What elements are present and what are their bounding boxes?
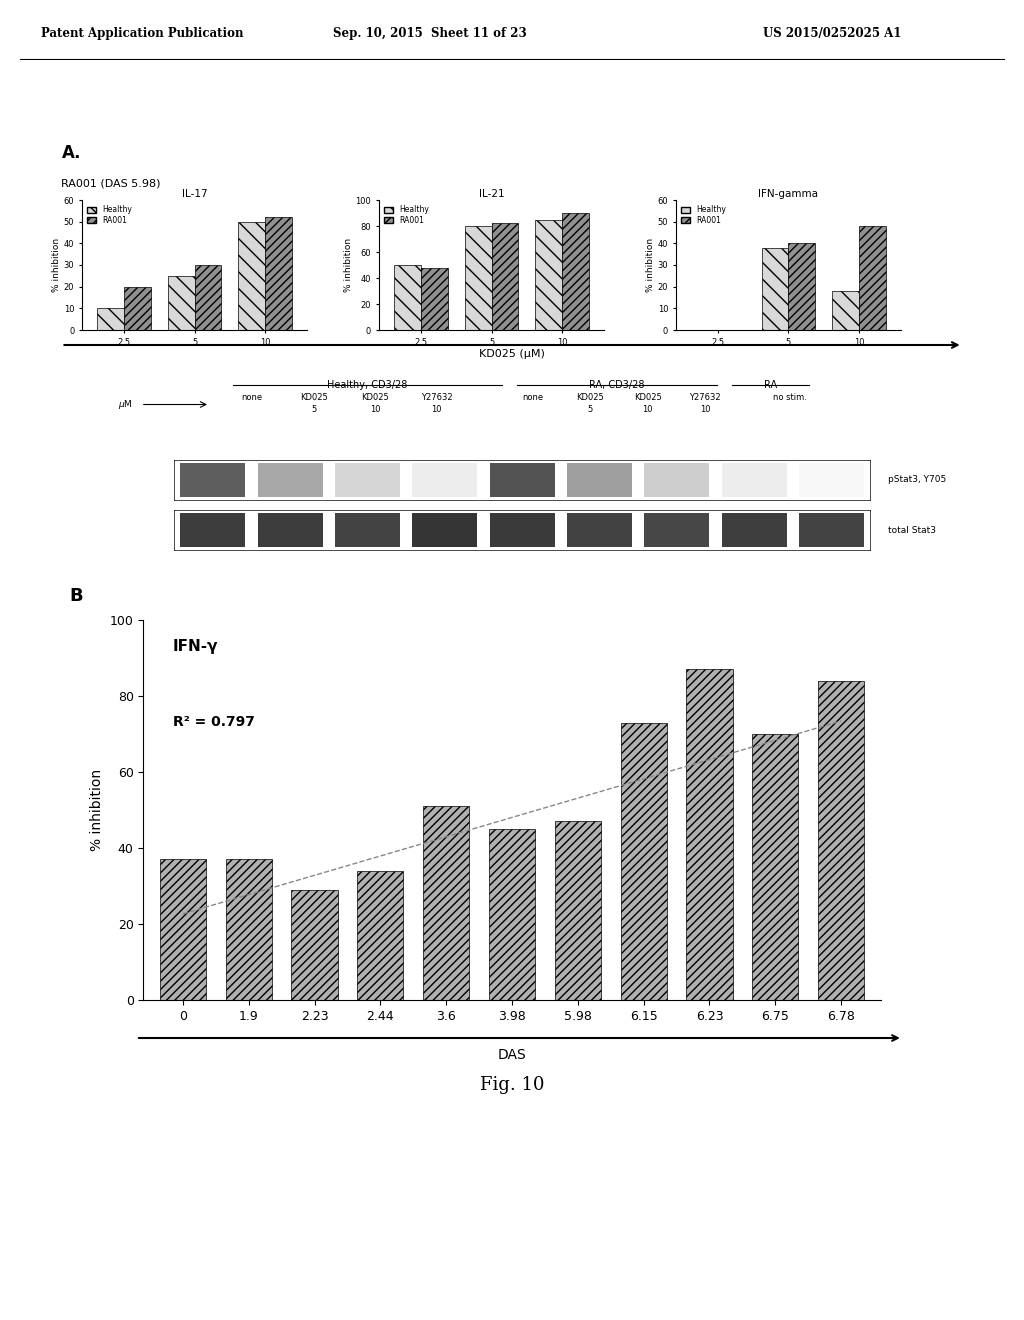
- Legend: Healthy, RA001: Healthy, RA001: [86, 203, 134, 227]
- Bar: [97, 309, 124, 330]
- Y-axis label: % inhibition: % inhibition: [52, 238, 60, 292]
- Bar: [562, 213, 589, 330]
- Bar: [258, 513, 323, 546]
- Text: Y27632: Y27632: [421, 393, 453, 403]
- Text: pStat3, Y705: pStat3, Y705: [888, 475, 946, 484]
- Text: Y27632: Y27632: [689, 393, 721, 403]
- Text: KD025: KD025: [577, 393, 604, 403]
- Bar: [818, 681, 864, 1001]
- Bar: [762, 248, 788, 330]
- Title: IL-21: IL-21: [478, 189, 505, 199]
- Y-axis label: % inhibition: % inhibition: [90, 770, 104, 851]
- Text: 5: 5: [588, 405, 593, 414]
- Y-axis label: % inhibition: % inhibition: [344, 238, 352, 292]
- Bar: [489, 829, 536, 1001]
- Bar: [265, 218, 292, 330]
- Text: 10: 10: [642, 405, 653, 414]
- Bar: [567, 513, 632, 546]
- Text: B: B: [70, 587, 83, 605]
- Bar: [357, 871, 403, 1001]
- Text: Healthy, CD3/28: Healthy, CD3/28: [328, 380, 408, 389]
- Bar: [492, 223, 518, 330]
- Text: RA001 (DAS 5.98): RA001 (DAS 5.98): [61, 180, 161, 189]
- Y-axis label: % inhibition: % inhibition: [646, 238, 654, 292]
- Text: 10: 10: [700, 405, 711, 414]
- Bar: [413, 513, 477, 546]
- Text: Patent Application Publication: Patent Application Publication: [41, 26, 244, 40]
- Bar: [335, 513, 400, 546]
- Text: $\mu$M: $\mu$M: [118, 399, 132, 411]
- Text: US 2015/0252025 A1: US 2015/0252025 A1: [763, 26, 901, 40]
- Bar: [644, 513, 710, 546]
- Bar: [788, 243, 815, 330]
- Text: KD025: KD025: [361, 393, 389, 403]
- Text: none: none: [242, 393, 263, 403]
- Bar: [489, 463, 555, 496]
- Bar: [555, 821, 601, 1001]
- Text: R² = 0.797: R² = 0.797: [173, 715, 255, 729]
- Text: Sep. 10, 2015  Sheet 11 of 23: Sep. 10, 2015 Sheet 11 of 23: [333, 26, 527, 40]
- Text: 10: 10: [370, 405, 380, 414]
- Bar: [124, 286, 151, 330]
- Bar: [225, 859, 271, 1001]
- Legend: Healthy, RA001: Healthy, RA001: [680, 203, 728, 227]
- Bar: [567, 463, 632, 496]
- Bar: [413, 463, 477, 496]
- Bar: [465, 226, 492, 330]
- Text: total Stat3: total Stat3: [888, 525, 936, 535]
- Text: KD025: KD025: [634, 393, 662, 403]
- Legend: Healthy, RA001: Healthy, RA001: [383, 203, 431, 227]
- Bar: [180, 463, 246, 496]
- Text: IFN-γ: IFN-γ: [173, 639, 218, 653]
- Text: none: none: [522, 393, 543, 403]
- Bar: [722, 463, 786, 496]
- Bar: [394, 265, 421, 330]
- Text: A.: A.: [61, 144, 81, 161]
- Bar: [423, 807, 469, 1001]
- Bar: [621, 722, 667, 1001]
- Bar: [799, 463, 864, 496]
- Bar: [833, 290, 859, 330]
- Bar: [195, 265, 221, 330]
- Bar: [168, 276, 195, 330]
- Bar: [722, 513, 786, 546]
- Bar: [239, 222, 265, 330]
- Text: 5: 5: [311, 405, 316, 414]
- Text: no stim.: no stim.: [773, 393, 807, 403]
- Text: Fig. 10: Fig. 10: [480, 1076, 544, 1094]
- Bar: [536, 219, 562, 330]
- Text: RA: RA: [764, 380, 777, 389]
- Text: RA, CD3/28: RA, CD3/28: [589, 380, 645, 389]
- Bar: [753, 734, 799, 1001]
- Text: KD025 (μM): KD025 (μM): [479, 348, 545, 359]
- Bar: [421, 268, 447, 330]
- Bar: [644, 463, 710, 496]
- Bar: [180, 513, 246, 546]
- Text: 10: 10: [431, 405, 441, 414]
- Title: IFN-gamma: IFN-gamma: [759, 189, 818, 199]
- Bar: [686, 669, 732, 1001]
- Bar: [859, 226, 886, 330]
- Bar: [292, 890, 338, 1001]
- Bar: [489, 513, 555, 546]
- Title: IL-17: IL-17: [181, 189, 208, 199]
- X-axis label: DAS: DAS: [498, 1048, 526, 1061]
- Bar: [799, 513, 864, 546]
- Bar: [258, 463, 323, 496]
- Bar: [335, 463, 400, 496]
- Bar: [160, 859, 206, 1001]
- Text: KD025: KD025: [300, 393, 328, 403]
